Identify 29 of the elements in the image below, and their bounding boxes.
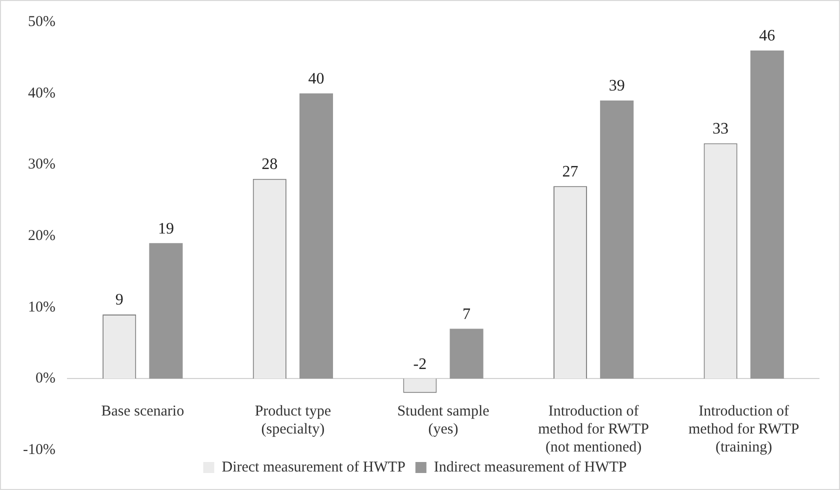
data-label: -2 [413,356,427,373]
y-tick-label: 40% [28,85,56,102]
bar [450,328,484,379]
y-tick-label: 50% [28,14,56,30]
data-label: 19 [158,220,174,238]
bar [600,100,634,379]
y-tick-label: 20% [28,228,56,244]
data-label: 28 [262,156,278,174]
bar [750,50,784,379]
bar [149,243,183,379]
bar [299,93,334,379]
x-tick-label: Introduction of method for RWTP (not mentioned) [538,404,649,456]
data-label: 7 [462,306,471,323]
legend-label: Direct measurement of HWTP [222,459,406,476]
data-label: 40 [308,70,324,88]
y-tick-label: -10% [22,442,56,458]
x-tick-label: Base scenario [101,404,184,420]
x-tick-label: Product type (specialty) [254,404,332,438]
y-tick-label: 10% [28,299,56,316]
data-label: 9 [115,292,124,309]
y-tick-label: 0% [35,370,56,387]
data-label: 27 [562,163,578,180]
data-label: 46 [759,28,776,45]
y-tick-label: 30% [28,156,56,173]
data-label: 39 [608,78,625,95]
x-tick-label: Introduction of method for RWTP (training) [688,404,800,456]
data-label: 33 [712,120,729,138]
legend-label: Indirect measurement of HWTP [434,459,627,476]
x-tick-label: Student sample (yes) [397,404,490,438]
